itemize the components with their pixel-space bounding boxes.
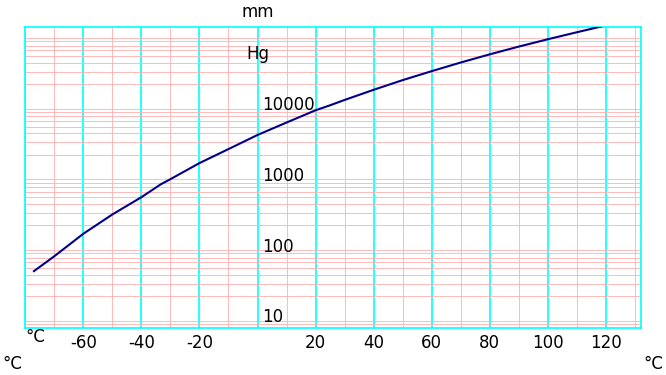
Text: 10: 10 <box>262 308 283 326</box>
Text: 1000: 1000 <box>262 167 304 185</box>
Text: 10000: 10000 <box>262 96 314 114</box>
Text: °C: °C <box>2 356 22 374</box>
Text: °C: °C <box>25 328 45 346</box>
Text: Hg: Hg <box>246 45 269 63</box>
Text: mm: mm <box>241 3 274 21</box>
Text: °C: °C <box>644 356 664 374</box>
Text: 100: 100 <box>262 238 294 256</box>
